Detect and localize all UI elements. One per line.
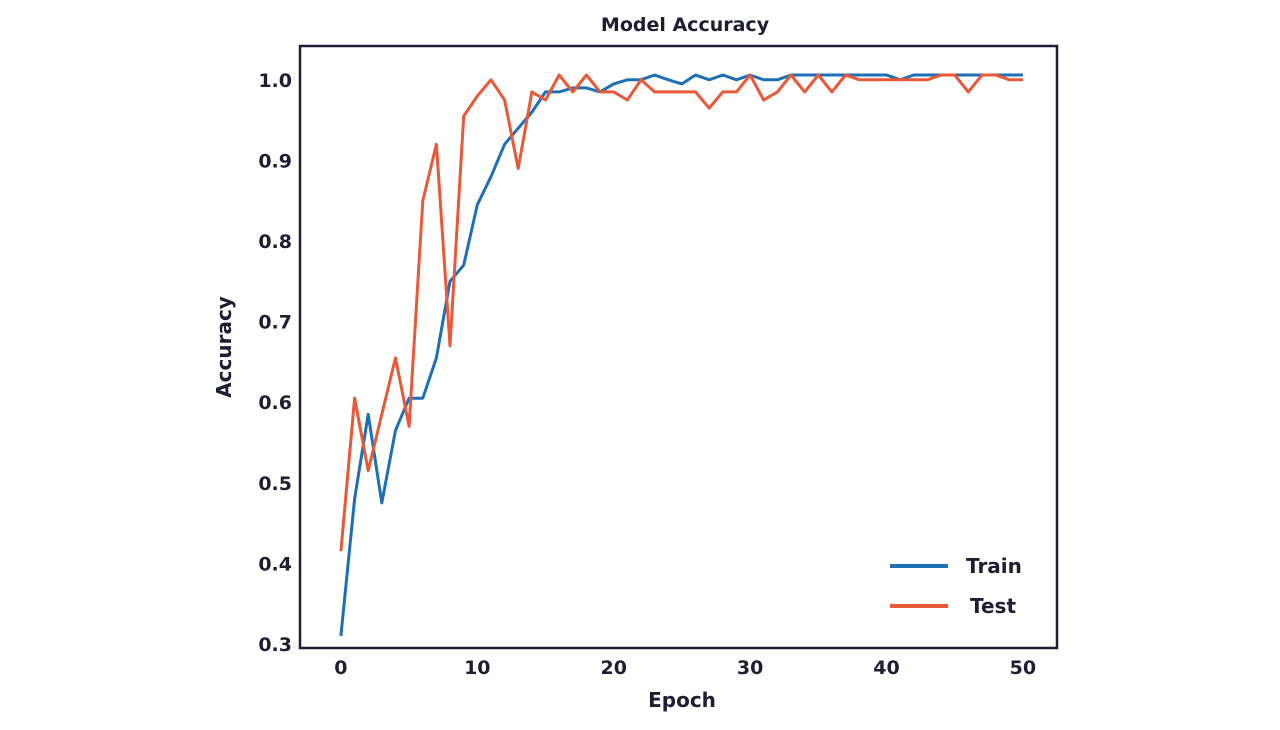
x-axis-label: Epoch bbox=[648, 688, 716, 712]
y-tick-label: 0.9 bbox=[258, 150, 292, 172]
x-tick-label: 50 bbox=[1010, 657, 1036, 679]
y-axis-label: Accuracy bbox=[212, 296, 236, 398]
chart-title: Model Accuracy bbox=[601, 14, 770, 36]
legend: Train Test bbox=[890, 554, 1022, 618]
y-tick-label: 0.7 bbox=[258, 312, 292, 334]
series-line-train bbox=[339, 73, 1023, 637]
y-tick-label: 0.3 bbox=[258, 634, 292, 656]
legend-label-test: Test bbox=[970, 594, 1016, 618]
plot-frame bbox=[298, 44, 1059, 650]
y-tick-label: 0.5 bbox=[258, 473, 292, 495]
series-line-test bbox=[339, 73, 1023, 552]
x-tick-label: 20 bbox=[600, 657, 626, 679]
x-tick-label: 0 bbox=[334, 657, 347, 679]
legend-label-train: Train bbox=[966, 554, 1022, 578]
y-tick-label: 0.4 bbox=[258, 553, 292, 575]
y-tick-label: 0.8 bbox=[258, 231, 292, 253]
x-tick-label: 40 bbox=[873, 657, 899, 679]
x-tick-label: 10 bbox=[464, 657, 490, 679]
y-tick-label: 0.6 bbox=[258, 392, 292, 414]
y-tick-label: 1.0 bbox=[258, 70, 292, 92]
x-tick-label: 30 bbox=[737, 657, 763, 679]
